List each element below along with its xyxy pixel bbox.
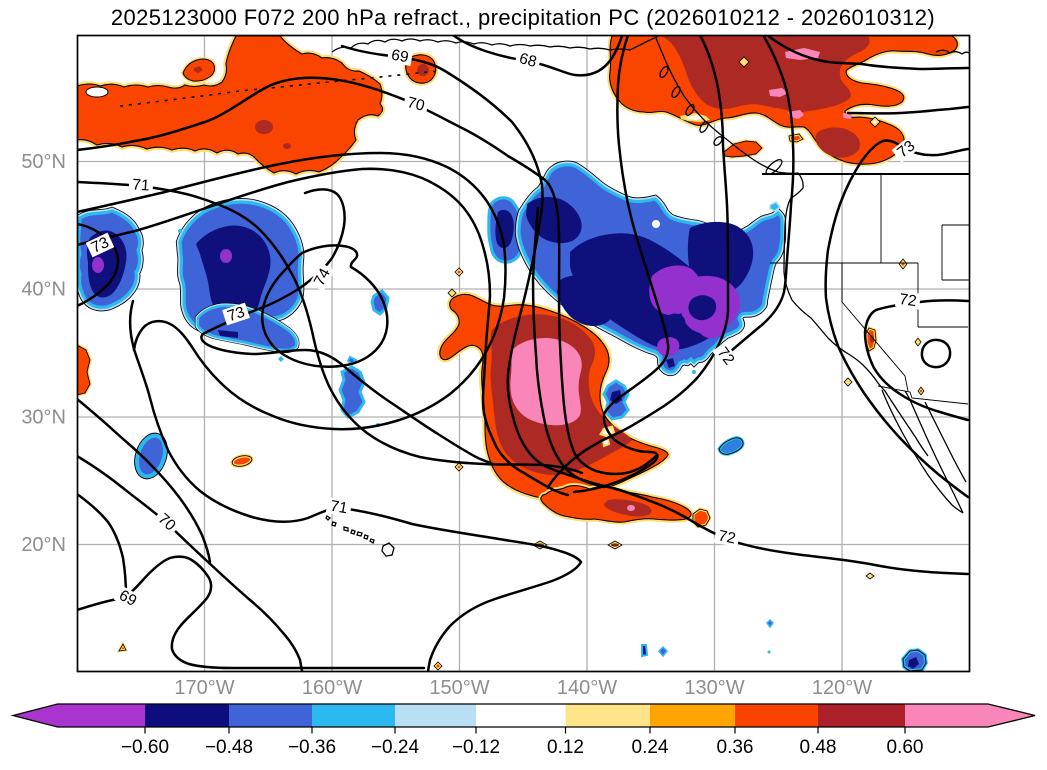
svg-text:150°W: 150°W xyxy=(429,677,489,699)
svg-text:72: 72 xyxy=(717,527,737,547)
svg-text:71: 71 xyxy=(329,498,349,518)
svg-text:160°W: 160°W xyxy=(302,677,362,699)
svg-text:170°W: 170°W xyxy=(174,677,234,699)
svg-text:72: 72 xyxy=(898,291,917,310)
svg-text:0.12: 0.12 xyxy=(547,737,584,758)
svg-text:73: 73 xyxy=(89,234,112,257)
svg-text:30°N: 30°N xyxy=(21,407,66,429)
svg-text:69: 69 xyxy=(116,587,139,610)
svg-text:−0.60: −0.60 xyxy=(121,737,169,758)
svg-text:0.24: 0.24 xyxy=(632,737,669,758)
svg-text:120°W: 120°W xyxy=(812,677,872,699)
svg-text:0.36: 0.36 xyxy=(717,737,754,758)
svg-text:−0.48: −0.48 xyxy=(205,737,253,758)
svg-text:−0.24: −0.24 xyxy=(371,737,420,758)
svg-text:0.60: 0.60 xyxy=(887,737,924,758)
svg-text:40°N: 40°N xyxy=(21,279,66,301)
svg-text:50°N: 50°N xyxy=(21,151,66,173)
svg-text:68: 68 xyxy=(517,50,538,71)
svg-text:130°W: 130°W xyxy=(684,677,744,699)
svg-text:71: 71 xyxy=(132,176,150,194)
svg-text:73: 73 xyxy=(225,304,247,325)
svg-text:70: 70 xyxy=(405,94,426,115)
svg-text:69: 69 xyxy=(390,47,410,67)
svg-text:−0.12: −0.12 xyxy=(452,737,500,758)
svg-text:2025123000 F072 200 hPa refrac: 2025123000 F072 200 hPa refract., precip… xyxy=(111,5,935,30)
svg-text:140°W: 140°W xyxy=(557,677,617,699)
svg-text:20°N: 20°N xyxy=(21,534,66,556)
svg-text:0.48: 0.48 xyxy=(800,737,837,758)
svg-text:−0.36: −0.36 xyxy=(288,737,336,758)
svg-text:74: 74 xyxy=(311,265,334,289)
